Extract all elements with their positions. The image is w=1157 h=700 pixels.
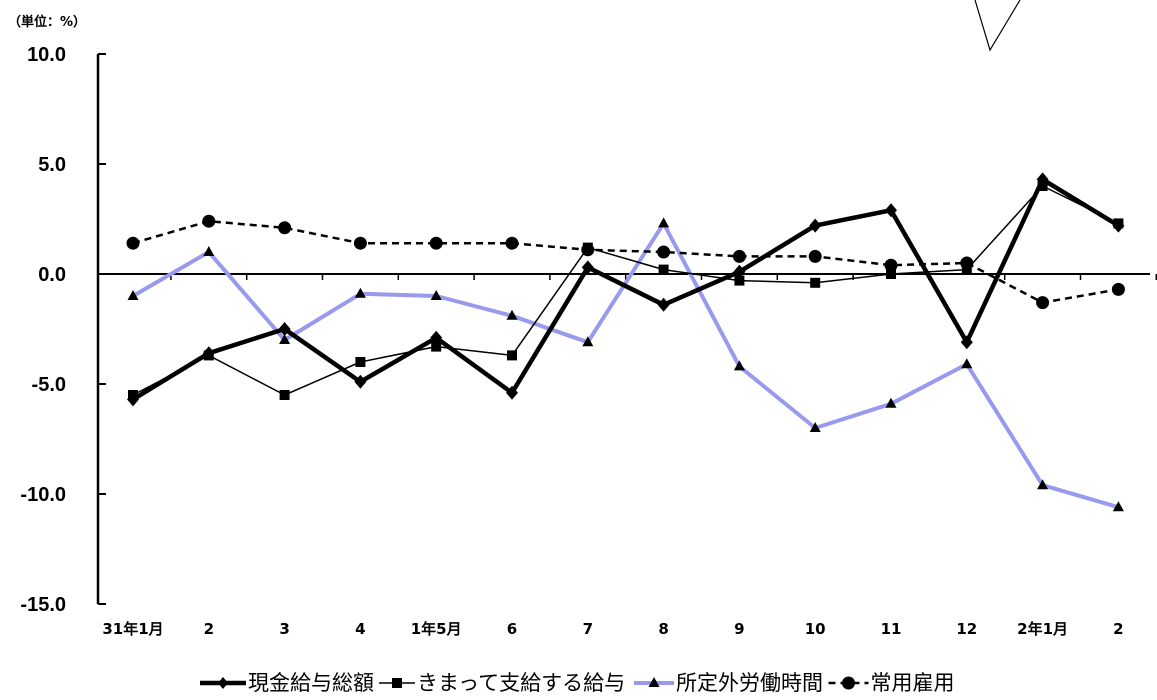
data-point-circle [581,243,595,257]
data-point-circle [353,236,367,250]
data-point-circle [960,256,974,270]
series-4 [126,214,1125,310]
x-tick-label: 2 [204,620,214,638]
data-point-triangle [430,290,442,300]
data-point-diamond [885,203,897,218]
data-point-circle [126,236,140,250]
data-point-triangle [506,309,518,320]
series-line [131,177,1120,402]
data-point-diamond [430,330,443,345]
y-tick-label: 5.0 [38,154,66,176]
data-point-circle [1036,296,1050,310]
x-tick-label: 4 [355,620,365,638]
data-point-circle [202,214,216,228]
data-point-circle [657,245,671,259]
series-line [132,219,1119,304]
callout-shape [974,0,1021,52]
y-tick-label: 10.0 [27,44,66,66]
x-tick-label: 2 [1113,620,1123,638]
data-point-diamond [809,218,822,233]
x-tick-label: 9 [734,620,744,638]
data-point-diamond [1036,172,1049,187]
x-tick-label: 11 [881,620,902,638]
y-tick-label: -10.0 [20,484,66,506]
legend-item: 所定外労働時間 [634,671,823,695]
data-point-circle [884,258,898,272]
legend: 現金給与総額 きまって支給する給与 所定外労働時間 常用雇用 [200,671,955,695]
data-point-square [279,390,290,400]
data-point-diamond [202,346,215,361]
x-axis-ticks: 31年1月 2 3 4 1年5月 6 7 8 9 10 11 12 2年1月 2 [102,274,1157,638]
unit-label: （単位：%） [8,14,86,30]
data-point-square [355,357,366,367]
series-line [132,185,1119,396]
data-point-circle [429,236,443,250]
data-point-diamond [657,297,670,312]
data-point-diamond [733,264,746,279]
x-tick-label: 7 [583,620,593,638]
data-point-triangle [127,290,139,300]
data-point-square [658,264,669,275]
data-point-triangle [733,360,745,371]
data-point-circle [842,676,855,690]
legend-label: 常用雇用 [871,671,955,695]
legend-label: 所定外労働時間 [676,671,823,695]
data-point-triangle [354,287,366,298]
data-point-diamond [127,392,139,407]
x-tick-label: 10 [805,620,826,638]
x-tick-label: 8 [658,620,668,638]
data-point-square [507,350,517,361]
legend-label: 現金給与総額 [248,671,374,695]
data-point-diamond [581,260,594,275]
data-point-circle [808,249,822,263]
data-point-diamond [278,322,291,336]
legend-item: 常用雇用 [828,671,955,695]
data-point-triangle [809,422,821,432]
legend-item: きまって支給する給与 [379,671,625,695]
data-point-circle [505,236,519,250]
y-tick-label: -5.0 [32,374,66,396]
legend-item: 現金給与総額 [200,671,374,695]
data-point-circle [1111,282,1125,296]
x-tick-label: 1年5月 [411,620,462,638]
x-tick-label: 6 [507,620,517,638]
axes [96,54,1150,604]
series-2 [128,181,1124,400]
data-point-square [734,275,745,286]
data-point-diamond [1112,218,1125,233]
data-point-triangle [648,677,660,687]
x-tick-label: 3 [279,620,289,638]
data-point-triangle [658,217,670,228]
data-point-diamond [218,677,228,689]
data-point-diamond [960,335,973,350]
y-tick-label: 0.0 [38,264,66,286]
data-point-diamond [506,385,518,400]
data-point-circle [732,249,746,263]
data-point-square [961,264,972,275]
data-point-circle [278,221,292,235]
data-point-triangle [961,358,973,369]
legend-label: きまって支給する給与 [417,671,625,695]
x-tick-label: 12 [956,620,977,638]
data-point-triangle [885,397,897,408]
x-tick-label: 2年1月 [1017,620,1068,638]
data-point-triangle [203,246,215,256]
data-point-triangle [582,336,594,347]
y-tick-label: -15.0 [20,594,66,616]
data-point-triangle [279,334,291,344]
series-1 [127,172,1125,407]
series-line [131,221,1119,510]
y-axis-ticks: 10.0 5.0 0.0 -5.0 -10.0 -15.0 [20,44,106,616]
data-point-diamond [354,374,367,389]
data-point-triangle [1037,479,1049,490]
x-tick-label: 31年1月 [102,620,163,638]
series-group [126,172,1125,512]
data-point-square [392,678,402,688]
data-point-square [810,277,821,288]
series-3 [127,217,1124,512]
data-point-square [886,269,896,279]
data-point-triangle [1112,501,1124,512]
data-point-square [431,341,442,352]
